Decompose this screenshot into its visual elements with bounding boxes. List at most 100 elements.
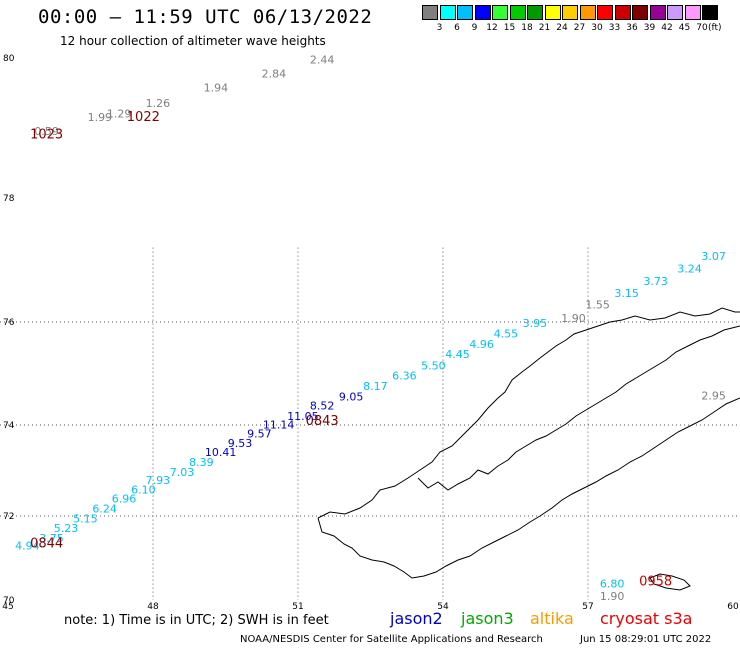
wave-height-observations: 0.59 1.991.29 1.26 1.94 2.84 2.44 4.943.755.23… bbox=[15, 54, 726, 603]
lat-tick-label: 80 bbox=[3, 54, 15, 64]
wave-height-label: 2.44 bbox=[310, 54, 335, 67]
wave-height-label: 5.23 bbox=[54, 522, 79, 535]
wave-height-label: 1.26 bbox=[146, 97, 171, 110]
wave-height-label: 1.94 bbox=[204, 82, 229, 95]
wave-height-label: 4.94 bbox=[15, 540, 40, 553]
wave-height-label: 4.55 bbox=[494, 327, 519, 340]
lon-tick-label: 54 bbox=[437, 602, 449, 612]
colorbar-label: 9 bbox=[471, 23, 478, 33]
pass-time-label: 1023 bbox=[30, 128, 63, 143]
coastline bbox=[317, 307, 740, 591]
colorbar-label: 12 bbox=[486, 23, 498, 33]
colorbar-swatch bbox=[439, 5, 456, 20]
colorbar-swatch bbox=[562, 5, 578, 20]
colorbar-swatch bbox=[474, 5, 491, 20]
wave-height-label: 5.50 bbox=[421, 359, 446, 372]
wave-height-label: 3.73 bbox=[643, 275, 668, 288]
wave-height-label: 5.15 bbox=[73, 512, 98, 525]
wave-height-label: 3.15 bbox=[614, 287, 639, 300]
colorbar-label: 39 bbox=[643, 23, 656, 33]
legend-jason3: jason3 bbox=[461, 609, 514, 628]
colorbar-label: 21 bbox=[538, 23, 551, 33]
wave-height-label: 9.05 bbox=[339, 390, 364, 403]
colorbar-swatch bbox=[422, 5, 438, 20]
wave-height-label: 9.53 bbox=[228, 437, 253, 450]
wave-height-label: 1.29 bbox=[107, 108, 132, 121]
wave-height-label: 11.05 bbox=[287, 410, 319, 423]
lat-tick-label: 76 bbox=[3, 318, 15, 328]
wave-height-label: 3.07 bbox=[701, 250, 726, 263]
island-path bbox=[649, 573, 691, 591]
legend-jason2: jason2 bbox=[390, 609, 443, 628]
map-title: 00:00 – 11:59 UTC 06/13/2022 bbox=[38, 6, 373, 28]
pass-time-label: 1022 bbox=[127, 110, 160, 125]
map-subtitle: 12 hour collection of altimeter wave hei… bbox=[60, 34, 326, 48]
lon-tick-label: 51 bbox=[292, 602, 303, 612]
wave-height-label: 6.10 bbox=[131, 483, 156, 496]
wave-height-label: 3.75 bbox=[39, 532, 64, 545]
wave-height-label: 1.99 bbox=[88, 111, 113, 124]
colorbar-swatch bbox=[492, 5, 508, 20]
colorbar-label: 33 bbox=[608, 23, 621, 33]
lon-tick-label: 45 bbox=[2, 602, 13, 612]
lat-tick-label: 78 bbox=[3, 194, 15, 204]
colorbar-label: 27 bbox=[573, 23, 586, 33]
colorbar-label: 30 bbox=[591, 23, 603, 33]
footer-credit: NOAA/NESDIS Center for Satellite Applica… bbox=[240, 634, 543, 645]
pass-time-labels: 1023 1022 0843 0844 0958 bbox=[30, 110, 672, 589]
footer-date: Jun 15 08:29:01 UTC 2022 bbox=[580, 634, 712, 645]
wave-height-label: 8.39 bbox=[189, 456, 214, 469]
wave-height-label: 2.84 bbox=[262, 68, 287, 81]
colorbar-swatch bbox=[614, 5, 631, 20]
pass-time-label: 0844 bbox=[30, 537, 63, 552]
wave-height-label: 7.03 bbox=[170, 466, 195, 479]
lat-tick-label: 72 bbox=[3, 512, 14, 522]
colorbar-unit: (ft) bbox=[708, 23, 722, 33]
colorbar-swatch bbox=[509, 5, 526, 20]
lon-tick-label: 48 bbox=[147, 602, 159, 612]
colorbar-label: 18 bbox=[521, 23, 533, 33]
colorbar-swatch bbox=[457, 5, 473, 20]
lon-tick-label: 57 bbox=[582, 602, 593, 612]
coastline-inner-path bbox=[417, 325, 740, 491]
colorbar-label: 45 bbox=[678, 23, 691, 33]
colorbar-swatch bbox=[632, 5, 648, 20]
colorbar-swatch bbox=[579, 5, 596, 20]
colorbar-swatch bbox=[702, 5, 718, 20]
wave-height-label: 6.96 bbox=[112, 492, 137, 505]
pass-time-label: 0843 bbox=[306, 414, 339, 429]
graticule bbox=[0, 247, 740, 600]
wave-height-label: 9.57 bbox=[247, 428, 272, 441]
colorbar-label: 36 bbox=[626, 23, 638, 33]
colorbar-label: 42 bbox=[661, 23, 673, 33]
colorbar-label: 70 bbox=[696, 23, 708, 33]
colorbar-label: 6 bbox=[454, 23, 460, 33]
legend-cryosat-s3a: cryosat s3a bbox=[600, 609, 693, 628]
wave-height-label: 1.90 bbox=[561, 312, 586, 325]
colorbar-swatch bbox=[667, 5, 683, 20]
colorbar-swatch bbox=[597, 5, 613, 20]
coastline-south-path bbox=[317, 397, 740, 579]
wave-height-label: 4.96 bbox=[469, 338, 494, 351]
wave-height-label: 3.95 bbox=[523, 317, 548, 330]
wave-height-label: 6.24 bbox=[92, 502, 117, 515]
wave-height-label: 11.14 bbox=[263, 419, 295, 432]
colorbar-label: 15 bbox=[503, 23, 516, 33]
colorbar-label: 3 bbox=[436, 23, 443, 33]
wave-height-label: 2.95 bbox=[701, 389, 726, 402]
colorbar-swatch bbox=[684, 5, 701, 20]
wave-height-label: 1.90 bbox=[600, 590, 625, 603]
wave-height-label: 3.24 bbox=[677, 262, 702, 275]
colorbar-swatch bbox=[544, 5, 561, 20]
lon-tick-label: 60 bbox=[727, 602, 739, 612]
pass-time-label: 0958 bbox=[639, 574, 672, 589]
wave-height-label: 0.59 bbox=[34, 125, 59, 138]
wave-height-label: 6.80 bbox=[600, 577, 625, 590]
wave-height-label: 10.41 bbox=[205, 446, 237, 459]
colorbar-swatch bbox=[527, 5, 543, 20]
lat-tick-label: 74 bbox=[3, 421, 15, 431]
legend-altika: altika bbox=[530, 609, 574, 628]
wave-height-label: 8.17 bbox=[363, 380, 388, 393]
colorbar-label: 24 bbox=[556, 23, 568, 33]
